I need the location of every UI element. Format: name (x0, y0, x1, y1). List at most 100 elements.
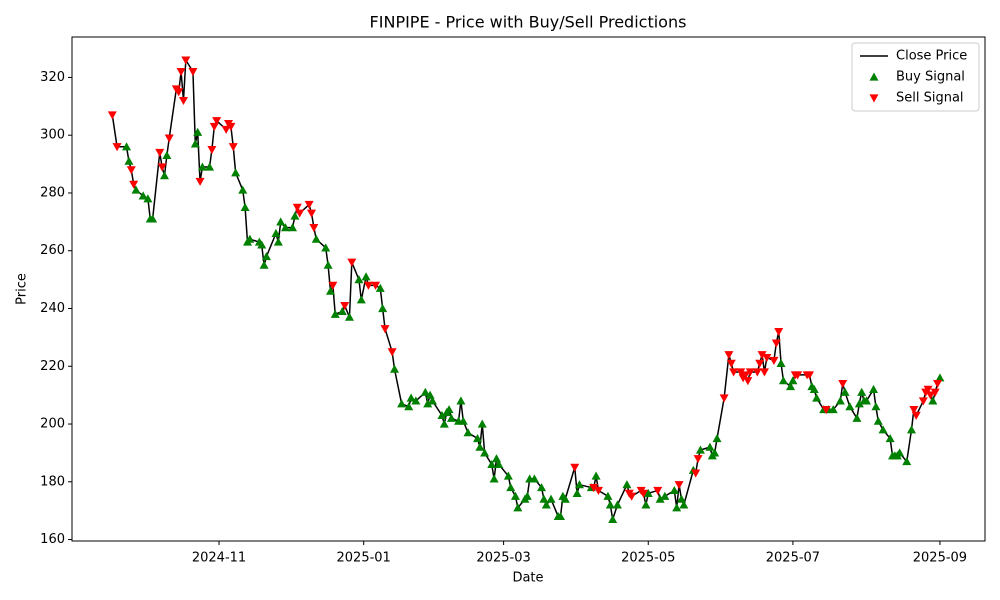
sell-marker (164, 134, 174, 143)
y-axis-label: Price (15, 273, 30, 305)
sell-marker (593, 486, 603, 495)
buy-marker (840, 387, 850, 396)
buy-marker (148, 214, 158, 223)
legend-box (851, 42, 980, 112)
sell-marker (752, 368, 762, 377)
buy-marker (257, 240, 267, 249)
buy-marker (591, 471, 601, 480)
sell-marker (157, 163, 167, 172)
sell-marker (745, 368, 755, 377)
buy-marker (809, 384, 819, 393)
sell-marker (195, 177, 205, 186)
plot-frame (71, 36, 986, 542)
sell-marker (691, 469, 701, 478)
legend-label: Sell Signal (896, 91, 964, 106)
buy-marker (537, 483, 547, 492)
buy-marker (354, 275, 364, 284)
buy-marker (935, 373, 945, 382)
sell-marker (295, 209, 305, 218)
sell-marker (178, 96, 188, 106)
buy-marker (669, 485, 679, 495)
sell-marker (380, 325, 390, 334)
x-axis-label: Date (512, 571, 543, 586)
buy-marker (895, 448, 905, 457)
buy-marker (124, 156, 134, 165)
sell-marker (188, 68, 198, 77)
buy-marker (245, 234, 255, 243)
x-tick-label: 2025-07 (766, 551, 820, 566)
sell-marker (774, 328, 784, 337)
buy-marker (906, 425, 916, 434)
sell-marker (740, 371, 750, 380)
buy-marker (679, 500, 689, 509)
buy-marker (503, 471, 513, 480)
x-tick-label: 2025-01 (337, 551, 391, 566)
sell-marker (307, 209, 317, 218)
sell-marker (911, 411, 921, 420)
buy-marker (420, 387, 430, 396)
sell-marker (328, 281, 338, 290)
sell-marker (743, 377, 753, 386)
buy-marker (404, 402, 414, 411)
sell-marker (729, 368, 739, 377)
buy-marker (556, 511, 566, 521)
buy-marker (778, 376, 788, 385)
buy-marker (857, 387, 867, 396)
sell-marker (371, 281, 381, 290)
y-tick-label: 320 (40, 70, 65, 85)
sell-marker (112, 143, 122, 152)
buy-marker (439, 419, 449, 428)
buy-marker (290, 211, 300, 220)
buy-marker (361, 272, 371, 281)
chart-title: FINPIPE - Price with Buy/Sell Prediction… (370, 13, 687, 32)
buy-marker (273, 237, 283, 246)
buy-marker (622, 480, 632, 489)
y-tick-label: 300 (40, 128, 65, 143)
buy-marker (776, 358, 786, 367)
y-tick-label: 280 (40, 185, 65, 200)
sell-marker (155, 148, 165, 158)
buy-marker (138, 191, 148, 200)
buy-marker (427, 396, 437, 405)
sell-marker (838, 379, 848, 389)
buy-marker (240, 202, 250, 212)
buy-marker (271, 228, 281, 238)
sell-marker (925, 391, 935, 400)
buy-marker (655, 494, 665, 503)
sell-marker (207, 146, 217, 155)
buy-marker (321, 243, 331, 252)
buy-marker (641, 500, 651, 509)
buy-marker (560, 494, 570, 503)
buy-marker (885, 433, 895, 443)
buy-marker (902, 457, 912, 466)
x-tick-label: 2025-03 (476, 551, 530, 566)
buy-marker (261, 252, 271, 261)
legend-swatch (869, 94, 879, 103)
sell-marker (918, 397, 928, 406)
buy-marker (510, 491, 520, 500)
buy-marker (480, 448, 490, 457)
buy-marker (231, 168, 241, 177)
y-tick-label: 160 (40, 532, 65, 547)
sell-marker (793, 371, 803, 380)
sell-marker (304, 200, 314, 210)
buy-marker (695, 445, 705, 454)
buy-marker (608, 514, 618, 523)
sell-marker (176, 68, 186, 77)
buy-marker (643, 488, 653, 497)
sell-marker (674, 481, 684, 490)
buy-marker (337, 306, 347, 315)
y-tick-label: 260 (40, 243, 65, 258)
buy-marker (506, 483, 516, 492)
buy-marker (572, 488, 582, 497)
x-tick-label: 2025-05 (621, 551, 675, 566)
buy-marker (190, 139, 200, 148)
sell-marker (226, 122, 236, 132)
buy-marker (378, 303, 388, 313)
buy-marker (131, 185, 141, 194)
buy-marker (325, 286, 335, 295)
buy-marker (835, 396, 845, 405)
sell-marker (930, 388, 940, 397)
y-tick-label: 200 (40, 417, 65, 432)
